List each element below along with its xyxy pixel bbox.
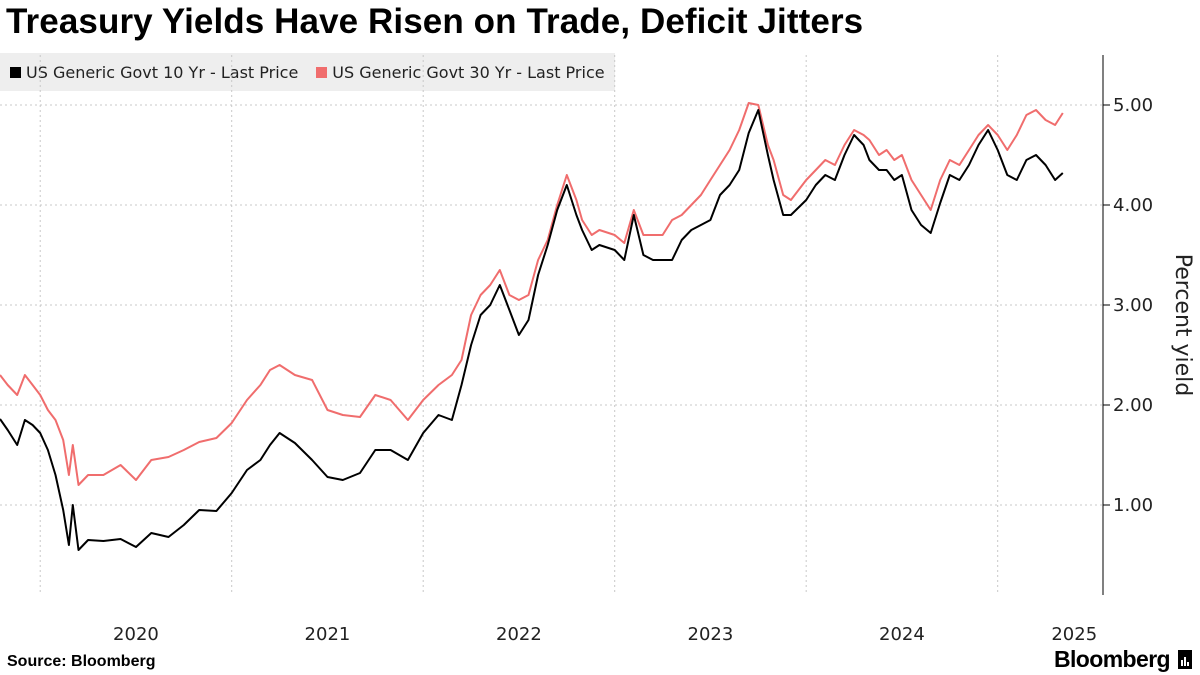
series-lines [0,102,1064,551]
x-tick-label: 2021 [305,624,351,645]
axes [1102,55,1110,595]
legend-label-10yr: US Generic Govt 10 Yr - Last Price [26,62,299,82]
terminal-icon [1178,650,1192,669]
legend-swatch-10yr [10,66,21,78]
legend-swatch-30yr [316,66,328,78]
y-tick-label: 5.00 [1113,95,1153,116]
y-tick-label: 4.00 [1113,195,1153,216]
y-tick-label: 2.00 [1113,395,1153,416]
legend-item-30yr: US Generic Govt 30 Yr - Last Price [316,62,605,82]
y-tick-label: 3.00 [1113,295,1153,316]
x-tick-label: 2022 [496,624,542,645]
series-line-10yr [0,109,1064,551]
y-tick-label: 1.00 [1113,495,1153,516]
series-line-30yr [0,102,1064,486]
brand-name: Bloomberg [1054,646,1171,672]
x-tick-label: 2023 [688,624,734,645]
chart-title: Treasury Yields Have Risen on Trade, Def… [6,2,864,41]
x-tick-label: 2024 [879,624,925,645]
legend-label-30yr: US Generic Govt 30 Yr - Last Price [332,62,605,82]
brand-logo: Bloomberg [1054,646,1192,673]
x-tick-label: 2025 [1051,624,1097,645]
y-axis-label: Percent yield [1170,254,1195,397]
legend-item-10yr: US Generic Govt 10 Yr - Last Price [10,63,298,82]
gridlines [0,55,1103,595]
legend: US Generic Govt 10 Yr - Last Price US Ge… [0,53,615,91]
x-tick-label: 2020 [113,624,159,645]
source-note: Source: Bloomberg [7,653,156,670]
tick-labels: 1.00 2.00 3.00 4.00 5.00 2020 2021 2022 2023 2024… [113,95,1153,645]
